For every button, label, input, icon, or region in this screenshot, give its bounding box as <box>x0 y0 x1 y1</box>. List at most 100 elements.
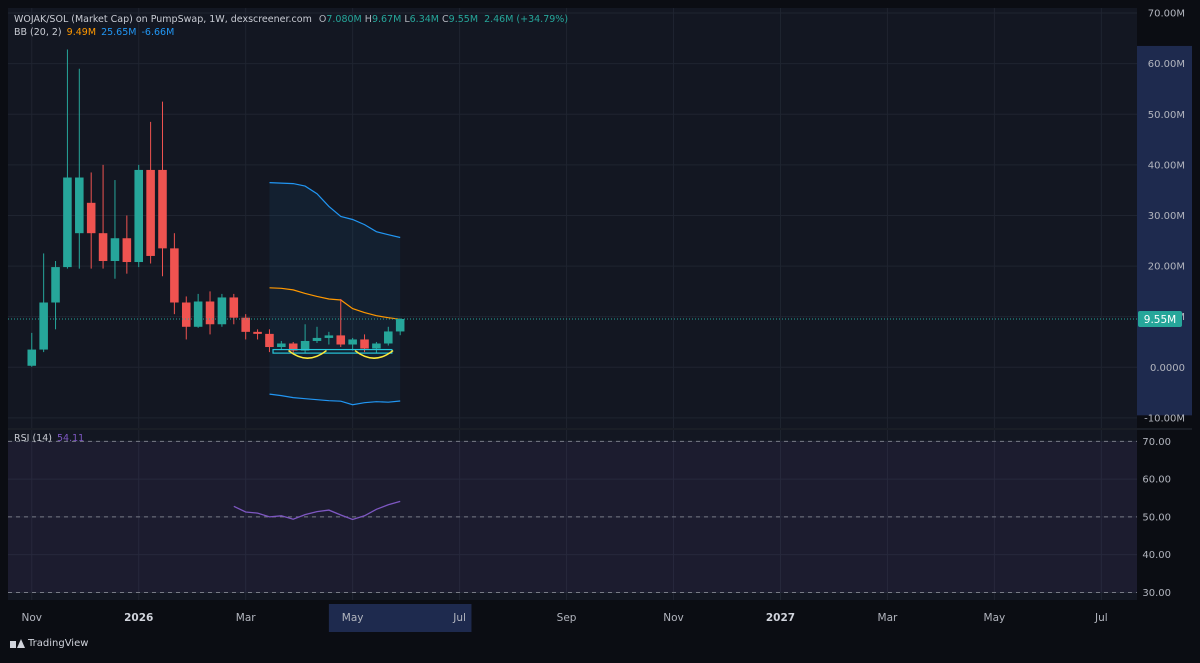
bb-lower-line <box>269 393 401 406</box>
candle <box>51 261 60 330</box>
ohlc-low-value: 6.34M <box>409 14 439 25</box>
rsi-band <box>8 441 1137 593</box>
candle-body <box>205 301 215 325</box>
candle-body <box>193 301 203 327</box>
candle <box>146 121 155 264</box>
candle <box>134 164 144 268</box>
price-tick-label: 60.00M <box>1148 59 1185 70</box>
candle-body <box>27 349 37 366</box>
rsi-series <box>8 440 1137 593</box>
candle <box>27 332 37 367</box>
ohlc-close-value: 9.55M <box>448 14 479 25</box>
ohlc-open-value: 7.080M <box>326 14 362 25</box>
candle-body <box>241 317 250 332</box>
candle <box>181 296 191 340</box>
rsi-legend-value: 54.11 <box>57 433 85 444</box>
candle <box>205 291 215 335</box>
candle <box>324 331 334 345</box>
rsi-tick-label: 60.00 <box>1142 475 1171 486</box>
candle <box>217 293 227 327</box>
rsi-pane-background <box>8 430 1137 600</box>
candle <box>395 318 405 336</box>
last-price-badge <box>1138 310 1182 327</box>
tradingview-name: TradingView <box>28 638 89 649</box>
candle-body <box>277 343 286 348</box>
bb-legend-label: BB (20, 2) <box>14 27 62 38</box>
time-tick-label: Nov <box>663 612 684 624</box>
candle <box>288 341 298 354</box>
time-tick-label: Sep <box>557 612 577 624</box>
bb-lower-value: -6.66M <box>141 27 175 38</box>
candle <box>372 341 381 354</box>
bb-basis-line <box>269 287 401 320</box>
candlestick-series <box>27 49 405 367</box>
rsi-tick-label: 50.00 <box>1142 512 1171 523</box>
candle <box>158 101 167 277</box>
ohlc-change: 2.46M (+34.79%) <box>484 14 569 25</box>
pattern-arc <box>287 349 327 359</box>
candle-body <box>158 169 167 249</box>
candle-body <box>146 169 155 256</box>
candle-body <box>63 177 72 268</box>
candle-body <box>372 343 381 349</box>
candle-body <box>86 202 96 234</box>
time-tick-label: May <box>342 612 364 624</box>
candle <box>98 164 108 269</box>
candle-body <box>384 331 393 344</box>
bb-upper-value: 25.65M <box>101 27 137 38</box>
candle-body <box>395 318 405 332</box>
grid-layer <box>8 8 1137 600</box>
bb-basis-value: 9.49M <box>66 27 97 38</box>
price-range-highlight <box>1137 45 1192 416</box>
candle-body <box>324 335 334 338</box>
candle <box>170 233 179 315</box>
bb-legend: BB (20, 2) 9.49M 25.65M -6.66M <box>14 27 174 39</box>
candle <box>193 293 203 328</box>
last-price-label: 9.55M <box>1144 314 1176 326</box>
tradingview-logo-icon <box>10 639 25 648</box>
ohlc-high-value: 9.67M <box>371 14 402 25</box>
candle <box>253 329 262 340</box>
candle-body <box>348 339 357 345</box>
time-tick-label: 2026 <box>124 612 153 624</box>
price-tick-label: 0.0000 <box>1150 363 1185 374</box>
pattern-arc <box>354 349 394 359</box>
ohlc-low-label: L <box>404 14 410 25</box>
candle-body <box>265 333 274 348</box>
time-tick-label: Jul <box>452 612 466 624</box>
candle <box>241 314 250 340</box>
ohlc-high-label: H <box>364 14 372 25</box>
candle-body <box>312 337 322 341</box>
time-axis[interactable]: Nov 2026 Mar May Jul Sep Nov 2027 Mar May Jul <box>22 604 1108 632</box>
rsi-legend-label: RSI (14) <box>14 433 52 444</box>
candle-body <box>75 177 84 234</box>
ohlc-close-label: C <box>442 14 449 25</box>
candle-body <box>217 297 227 325</box>
candle <box>86 172 96 269</box>
symbol-title: WOJAK/SOL (Market Cap) on PumpSwap, 1W, … <box>14 14 312 25</box>
time-range-highlight <box>328 604 472 632</box>
candle-body <box>134 169 144 263</box>
candle <box>348 337 357 351</box>
candle-body <box>110 238 120 262</box>
candle-body <box>336 335 346 345</box>
candle-body <box>288 343 298 351</box>
price-tick-label: 70.00M <box>1148 9 1185 20</box>
candle-body <box>300 340 310 351</box>
time-tick-label: 2027 <box>766 612 795 624</box>
candle-body <box>122 238 132 263</box>
candle <box>384 326 393 346</box>
candle <box>122 215 132 274</box>
header-legend: WOJAK/SOL (Market Cap) on PumpSwap, 1W, … <box>14 14 568 26</box>
price-axis[interactable]: 70.00M60.00M50.00M40.00M30.00M20.00M10.0… <box>1137 9 1192 599</box>
candle <box>110 180 120 279</box>
rsi-line <box>233 500 401 521</box>
candle <box>75 68 84 269</box>
candle-body <box>229 297 239 318</box>
bb-upper-line <box>269 182 401 239</box>
tradingview-branding[interactable]: TradingView <box>10 638 88 649</box>
rsi-tick-label: 30.00 <box>1142 588 1171 599</box>
price-tick-label: 30.00M <box>1148 211 1185 222</box>
